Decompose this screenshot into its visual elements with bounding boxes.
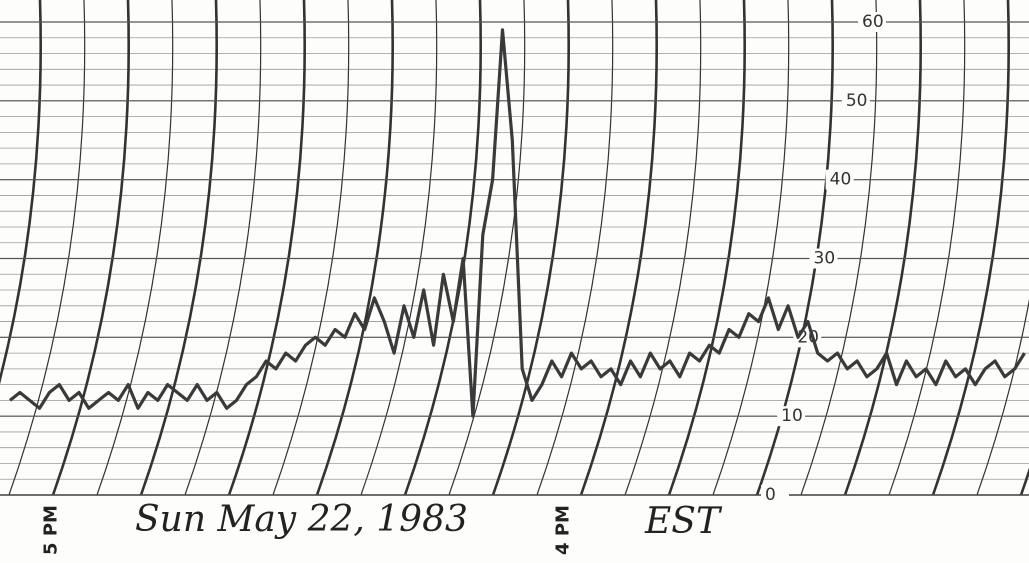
tick-label-bg <box>809 248 838 269</box>
time-arc <box>139 0 219 496</box>
time-arc <box>624 0 702 496</box>
x-tick-label: 4 PM <box>553 505 574 555</box>
y-tick-label: 50 <box>846 91 868 111</box>
time-arc <box>888 0 966 496</box>
time-arc <box>712 0 790 496</box>
tick-label-bg <box>858 12 886 32</box>
time-arc <box>403 0 483 496</box>
time-arc <box>448 0 526 496</box>
time-arc <box>931 0 1011 496</box>
time-arc <box>51 0 131 496</box>
time-arc <box>272 0 350 496</box>
time-arc <box>491 0 571 496</box>
time-arc <box>843 0 923 496</box>
tick-label-bg <box>777 406 806 427</box>
time-arc <box>579 0 659 496</box>
time-arc <box>360 0 438 496</box>
x-tick-label: 5 PM <box>40 505 61 555</box>
time-arc <box>0 0 43 385</box>
time-arc <box>184 0 262 496</box>
y-tick-label: 30 <box>814 249 836 269</box>
y-tick-label: 40 <box>830 170 852 190</box>
y-tick-label: 10 <box>781 406 803 426</box>
time-arc <box>536 0 614 496</box>
time-arc <box>800 0 878 496</box>
tick-label-bg <box>761 485 789 505</box>
y-tick-label: 0 <box>765 485 776 505</box>
time-arc <box>976 298 1029 496</box>
trace <box>9 28 1026 418</box>
time-arc <box>315 0 395 496</box>
time-arc <box>227 0 307 496</box>
date-annotation: Sun May 22, 1983 <box>135 499 468 540</box>
y-tick-label: 60 <box>862 12 884 32</box>
time-arc <box>96 0 174 496</box>
tick-label-bg <box>825 169 854 190</box>
time-arc <box>667 0 747 496</box>
time-arc <box>8 0 86 496</box>
tick-label-bg <box>841 90 870 111</box>
timezone-annotation: EST <box>644 501 723 542</box>
